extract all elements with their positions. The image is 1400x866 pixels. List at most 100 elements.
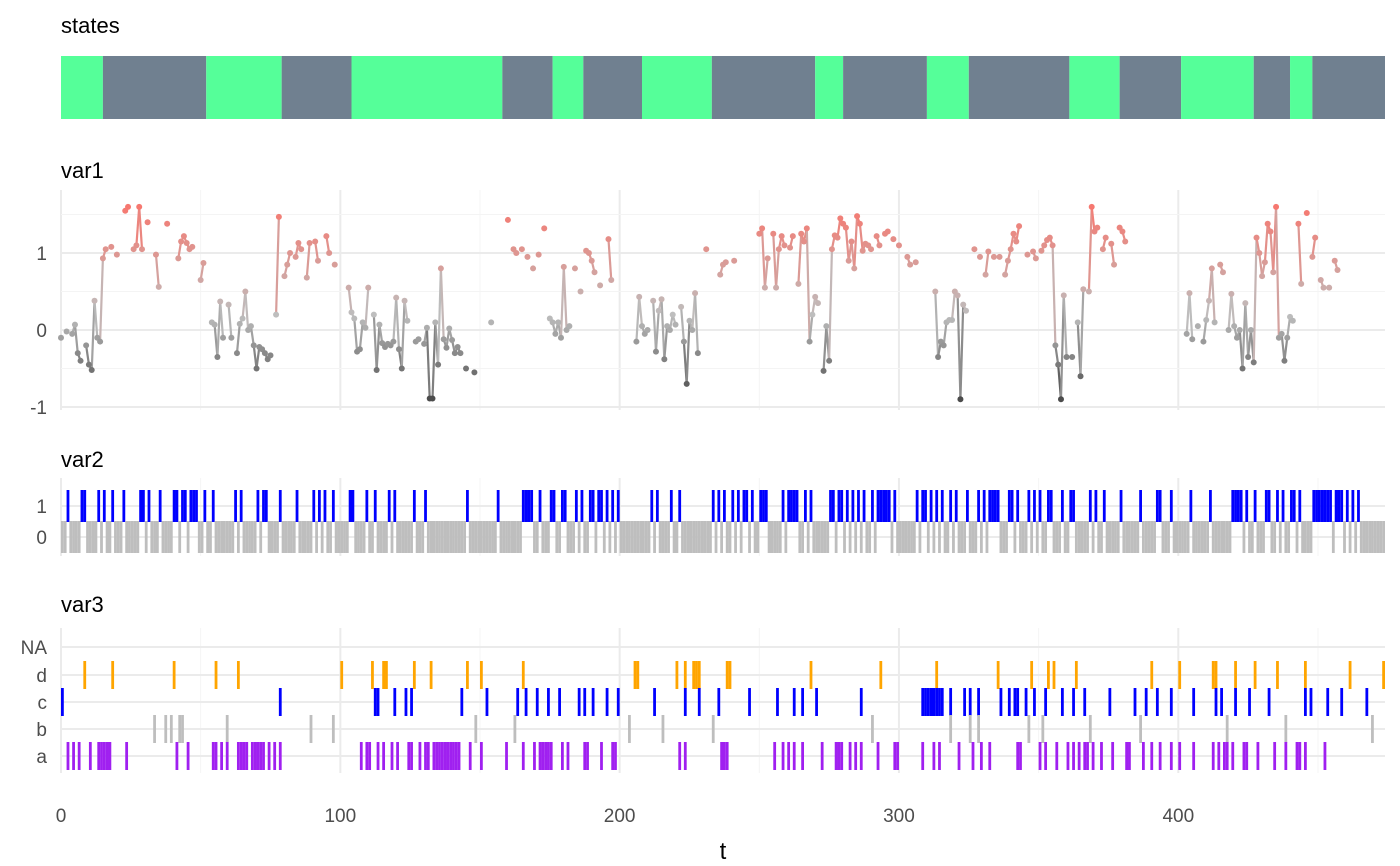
var2-event-0 <box>429 521 433 553</box>
var1-point <box>1007 246 1014 253</box>
var1-point <box>764 255 771 262</box>
var3-event-c <box>376 688 380 716</box>
var2-event-0 <box>898 521 902 553</box>
var1-point <box>1102 234 1109 241</box>
var2-event-0 <box>1309 521 1313 553</box>
var1-y-tick-label: 0 <box>36 321 47 342</box>
var3-event-c <box>1267 688 1271 716</box>
var1-point <box>1281 357 1288 364</box>
var3-event-c <box>1016 688 1020 716</box>
var2-event-0 <box>74 521 78 553</box>
var3-event-a <box>583 742 587 770</box>
var2-event-0 <box>686 521 690 553</box>
var1-line-segment <box>445 328 451 348</box>
var2-event-1 <box>80 490 84 522</box>
var2-event-0 <box>242 521 246 553</box>
var3-event-b <box>331 715 335 743</box>
var1-point <box>1309 253 1316 260</box>
var1-point <box>1233 334 1240 341</box>
var1-panel: -1 0 1 <box>30 203 1341 419</box>
var2-event-0 <box>843 521 846 553</box>
var1-point <box>228 334 235 341</box>
var1-line-segment <box>836 218 842 238</box>
var2-event-0 <box>63 521 67 553</box>
var2-event-0 <box>999 521 1003 553</box>
var3-event-a <box>365 742 369 770</box>
var2-event-0 <box>86 521 89 553</box>
var2-event-0 <box>1348 521 1352 553</box>
var3-event-d <box>697 661 701 689</box>
var1-line-segment <box>305 242 311 278</box>
var2-event-0 <box>1097 521 1101 553</box>
var2-event-0 <box>1211 521 1215 553</box>
var3-event-c <box>1060 688 1064 716</box>
var1-point <box>393 294 400 301</box>
var1-point <box>801 238 808 245</box>
var1-point <box>985 248 992 255</box>
var2-event-0 <box>890 521 894 553</box>
var1-point <box>1334 266 1341 273</box>
var3-event-c <box>921 688 925 716</box>
var2-event-0 <box>647 521 651 553</box>
var3-event-c <box>1144 688 1148 716</box>
var3-event-a <box>267 742 271 770</box>
var2-event-0 <box>1150 521 1154 553</box>
var2-event-0 <box>502 521 506 553</box>
var1-point <box>935 353 942 360</box>
var2-event-0 <box>485 521 489 553</box>
var2-event-0 <box>133 521 137 553</box>
var1-point <box>1002 271 1009 278</box>
var1-point <box>588 257 595 264</box>
var2-event-0 <box>714 521 718 553</box>
var3-event-a <box>468 742 472 770</box>
var2-event-1 <box>1334 490 1338 522</box>
var1-point <box>404 317 411 324</box>
var2-event-0 <box>334 521 338 553</box>
var2-event-0 <box>868 521 872 553</box>
var2-event-1 <box>750 490 754 522</box>
var2-event-0 <box>1362 521 1366 553</box>
var2-event-1 <box>949 490 953 522</box>
var3-event-a <box>259 742 263 770</box>
var2-event-0 <box>946 521 950 553</box>
var2-event-1 <box>264 490 268 522</box>
var2-event-1 <box>837 490 841 522</box>
var2-event-0 <box>186 521 190 553</box>
var2-event-0 <box>544 521 548 553</box>
x-tick-label: 400 <box>1162 806 1194 827</box>
var3-event-c <box>801 688 805 716</box>
var3-event-c <box>591 688 595 716</box>
var3-event-a <box>97 742 101 770</box>
var2-event-0 <box>449 521 453 553</box>
var1-line-segment <box>1297 223 1303 284</box>
var3-event-a <box>449 742 453 770</box>
var2-event-0 <box>667 521 670 553</box>
var1-line-segment <box>654 310 660 352</box>
var1-line-segment <box>1263 223 1269 263</box>
var1-y-tick-label: -1 <box>30 398 47 419</box>
var2-event-0 <box>566 521 570 553</box>
var1-point <box>912 259 919 266</box>
var1-point <box>770 230 777 237</box>
var2-event-0 <box>440 521 444 553</box>
var2-event-1 <box>1340 490 1344 522</box>
var3-event-a <box>1211 742 1215 770</box>
var2-event-0 <box>1200 521 1204 553</box>
var2-event-1 <box>790 490 793 522</box>
var2-event-0 <box>1222 521 1226 553</box>
var1-point <box>1231 323 1238 330</box>
var2-event-0 <box>116 521 120 553</box>
var1-point <box>717 271 724 278</box>
var2-event-0 <box>161 521 165 553</box>
var3-event-d <box>172 661 176 689</box>
var3-event-a <box>245 742 249 770</box>
var2-event-0 <box>100 521 103 553</box>
var2-event-0 <box>1178 521 1182 553</box>
var1-point <box>954 292 961 299</box>
var2-event-0 <box>326 521 330 553</box>
var3-event-a <box>253 742 257 770</box>
var1-point <box>842 224 849 231</box>
var2-event-0 <box>1111 521 1115 553</box>
var1-point <box>1030 248 1037 255</box>
state-segment <box>815 56 844 119</box>
